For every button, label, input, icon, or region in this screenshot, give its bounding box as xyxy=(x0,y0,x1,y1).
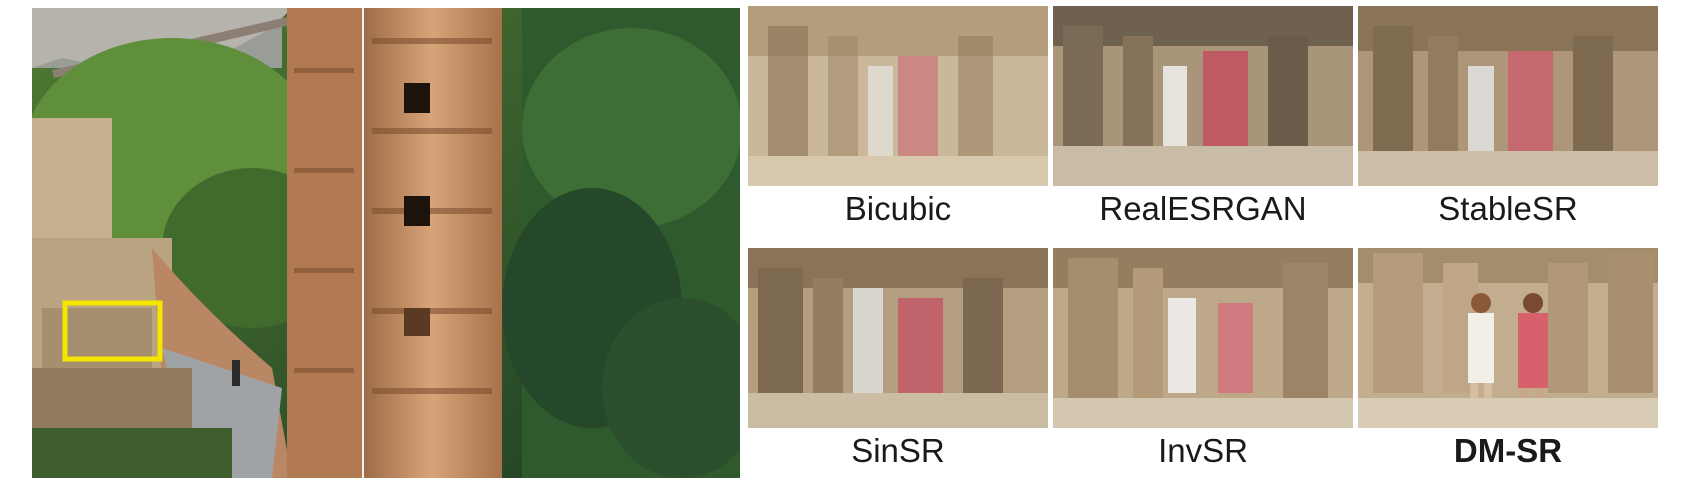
crop-sinsr xyxy=(748,248,1048,428)
crop-invsr xyxy=(1053,248,1353,428)
caption-bicubic: Bicubic xyxy=(844,190,952,227)
caption-realesrgan: RealESRGAN xyxy=(1099,190,1307,227)
crop-stablesr xyxy=(1358,6,1658,186)
comparison-grid: Bicubic RealESRGAN StableSR xyxy=(748,6,1678,491)
overview-scene xyxy=(32,8,740,478)
overview-photo xyxy=(32,8,740,478)
caption-stablesr: StableSR xyxy=(1438,190,1578,227)
caption-invsr: InvSR xyxy=(1158,432,1248,469)
zoom-region-box xyxy=(62,300,163,362)
caption-dm-sr: DM-SR xyxy=(1453,432,1563,469)
crop-dm-sr xyxy=(1358,248,1658,428)
crop-bicubic xyxy=(748,6,1048,186)
caption-sinsr: SinSR xyxy=(851,432,945,469)
crop-realesrgan xyxy=(1053,6,1353,186)
